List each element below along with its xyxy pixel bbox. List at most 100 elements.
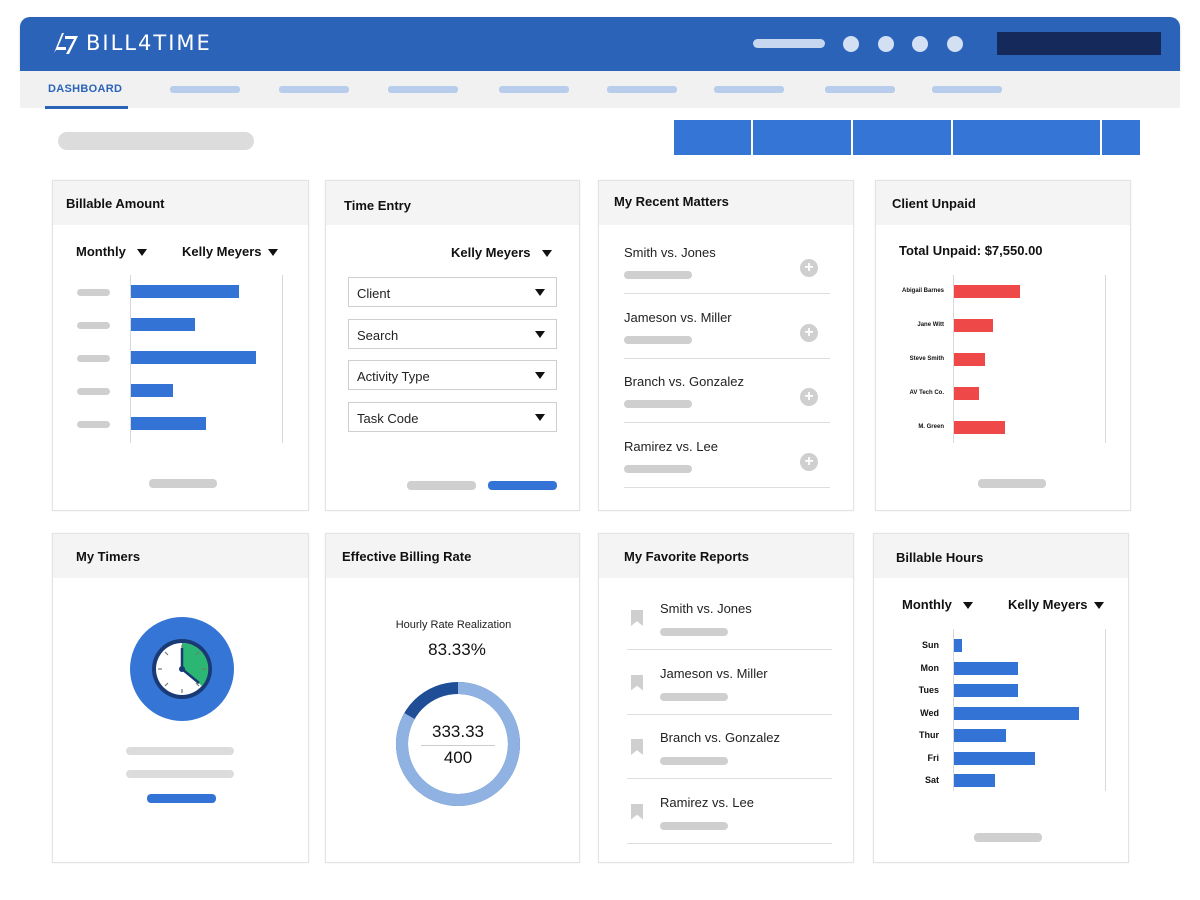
card-header: Time Entry [326, 181, 579, 225]
footer-placeholder[interactable] [149, 479, 217, 488]
bar-label-placeholder [77, 355, 110, 362]
rate-denominator: 400 [443, 748, 473, 767]
bar[interactable] [954, 319, 993, 332]
add-icon[interactable]: + [800, 259, 818, 277]
toolbar-button-3[interactable] [853, 120, 951, 155]
bar[interactable] [954, 706, 1079, 720]
nav-tab-placeholder[interactable] [607, 86, 677, 93]
day-label: Mon [920, 662, 940, 673]
start-timer-button-placeholder[interactable] [147, 794, 216, 803]
header-icon-3[interactable] [912, 36, 928, 52]
matter-name[interactable]: Branch vs. Gonzalez [624, 374, 744, 389]
bar-label-placeholder [77, 322, 110, 329]
select-label: Search [357, 328, 399, 343]
toolbar-button-4[interactable] [953, 120, 1100, 155]
nav-tab-placeholder[interactable] [714, 86, 784, 93]
bar[interactable] [954, 684, 1018, 697]
user-dropdown[interactable]: Kelly Meyers [182, 244, 279, 259]
bookmark-icon[interactable] [631, 674, 643, 691]
bar[interactable] [954, 353, 985, 366]
matter-name[interactable]: Jameson vs. Miller [624, 309, 732, 325]
report-name[interactable]: Jameson vs. Miller [660, 665, 768, 681]
bar[interactable] [131, 417, 206, 430]
card-header: My Recent Matters [599, 181, 853, 225]
nav-tab-placeholder[interactable] [388, 86, 458, 93]
bookmark-icon[interactable] [631, 739, 643, 755]
bar[interactable] [954, 639, 962, 652]
chevron-down-icon [535, 372, 545, 379]
user-dropdown[interactable]: Kelly Meyers [451, 245, 553, 260]
grid-line [282, 275, 283, 443]
toolbar-button-2[interactable] [753, 120, 851, 155]
header-icon-2[interactable] [878, 36, 894, 52]
matter-name[interactable]: Ramirez vs. Lee [624, 438, 718, 454]
card-title: My Recent Matters [614, 194, 729, 209]
client-select[interactable]: Client [348, 277, 557, 307]
user-label: Kelly Meyers [1008, 597, 1088, 612]
footer-placeholder[interactable] [974, 833, 1042, 842]
report-detail-placeholder [660, 628, 728, 636]
bar[interactable] [954, 387, 979, 400]
toolbar-button-1[interactable] [674, 120, 751, 155]
report-name[interactable]: Smith vs. Jones [660, 601, 752, 616]
matter-detail-placeholder [624, 400, 692, 408]
card-header: Client Unpaid [876, 181, 1130, 225]
matter-detail-placeholder [624, 271, 692, 279]
billable-amount-card: Billable Amount Monthly Kelly Meyers [52, 180, 309, 511]
nav-tab-placeholder[interactable] [932, 86, 1002, 93]
day-label: Fri [927, 752, 939, 763]
timer-placeholder [126, 770, 234, 778]
save-button-placeholder[interactable] [488, 481, 557, 490]
matter-name[interactable]: Smith vs. Jones [624, 245, 716, 260]
bar[interactable] [954, 661, 1018, 675]
header-icon-1[interactable] [843, 36, 859, 52]
card-title: Client Unpaid [892, 196, 976, 211]
tab-dashboard[interactable]: DASHBOARD [48, 83, 123, 95]
search-select[interactable]: Search [348, 319, 557, 349]
bar[interactable] [954, 729, 1006, 742]
toolbar-button-5[interactable] [1102, 120, 1140, 155]
bar[interactable] [954, 285, 1020, 298]
my-timers-card: My Timers [52, 533, 309, 863]
report-detail-placeholder [660, 692, 728, 701]
nav-tab-placeholder[interactable] [825, 86, 895, 93]
user-dropdown[interactable]: Kelly Meyers [1008, 597, 1105, 612]
header-icon-4[interactable] [947, 36, 963, 52]
report-name[interactable]: Branch vs. Gonzalez [660, 730, 780, 745]
matter-detail-placeholder [624, 464, 692, 473]
cancel-button-placeholder[interactable] [407, 481, 476, 490]
period-dropdown[interactable]: Monthly [76, 244, 148, 259]
bar[interactable] [954, 774, 995, 787]
top-bar: BILL4TIME [20, 17, 1180, 71]
rate-donut-chart [396, 682, 520, 806]
bar[interactable] [954, 421, 1005, 434]
card-title: Billable Amount [66, 196, 165, 211]
bar[interactable] [131, 285, 239, 298]
report-name[interactable]: Ramirez vs. Lee [660, 794, 754, 810]
bookmark-icon[interactable] [631, 803, 643, 820]
footer-placeholder[interactable] [978, 479, 1046, 488]
logo[interactable]: BILL4TIME [52, 31, 212, 55]
activity-type-select[interactable]: Activity Type [348, 360, 557, 390]
client-name-label: Abigail Barnes [901, 288, 944, 294]
chevron-down-icon [1094, 602, 1105, 609]
bar[interactable] [131, 384, 173, 397]
header-pill-placeholder[interactable] [753, 39, 825, 48]
card-title: Time Entry [344, 198, 411, 213]
bar[interactable] [954, 751, 1035, 765]
page-title-placeholder [58, 132, 254, 150]
nav-tab-placeholder[interactable] [279, 86, 349, 93]
nav-tab-placeholder[interactable] [499, 86, 569, 93]
add-icon[interactable]: + [800, 452, 818, 471]
task-code-select[interactable]: Task Code [348, 402, 557, 432]
bar[interactable] [131, 318, 195, 331]
bookmark-icon[interactable] [631, 610, 643, 626]
header-search-box[interactable] [997, 32, 1161, 55]
timer-placeholder [126, 747, 234, 755]
nav-tab-placeholder[interactable] [170, 86, 240, 93]
period-dropdown[interactable]: Monthly [902, 597, 974, 612]
divider [624, 422, 830, 423]
bar[interactable] [131, 351, 256, 364]
add-icon[interactable]: + [800, 388, 818, 406]
add-icon[interactable]: + [800, 323, 818, 342]
